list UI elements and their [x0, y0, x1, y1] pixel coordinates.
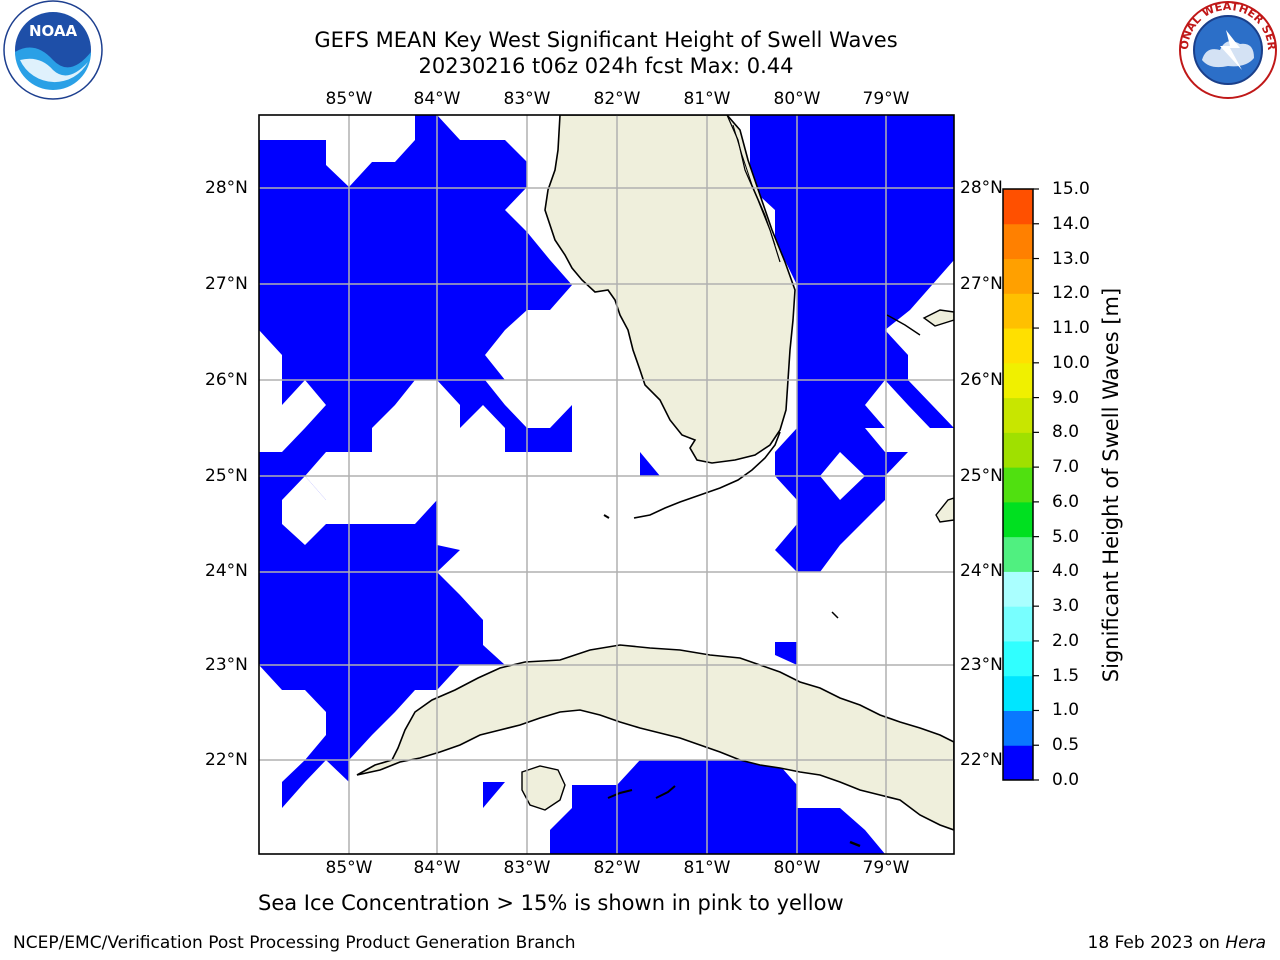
footer-date: 18 Feb 2023 on Hera [1088, 932, 1266, 954]
colorbar-band [1003, 328, 1033, 364]
colorbar-band [1003, 397, 1033, 433]
colorbar-band [1003, 189, 1033, 225]
wave-area-northeast [750, 115, 954, 572]
lat-label-left: 26°N [205, 370, 248, 390]
footer-credit: NCEP/EMC/Verification Post Processing Pr… [13, 933, 576, 953]
isle-of-youth [521, 765, 566, 811]
colorbar-band [1003, 640, 1033, 677]
wave-area-northwest [259, 115, 572, 476]
lat-label-left: 24°N [205, 561, 248, 581]
wave-area-west-central [259, 476, 505, 808]
wave-area-small-1 [640, 452, 660, 476]
lat-label-left: 27°N [205, 274, 248, 294]
lon-label-top: 84°W [413, 89, 461, 109]
lon-label-top: 80°W [773, 89, 821, 109]
bahamas-land [922, 309, 954, 327]
map-frame [258, 114, 955, 855]
map-gridlines [259, 115, 954, 854]
colorbar-tick-label: 14.0 [1052, 213, 1090, 234]
colorbar-band [1003, 467, 1033, 503]
swell-wave-areas [259, 115, 954, 854]
colorbar-band [1003, 258, 1033, 294]
colorbar-tick-label: 1.0 [1052, 700, 1080, 721]
sea-ice-note: Sea Ice Concentration > 15% is shown in … [258, 891, 844, 915]
lon-label-top: 79°W [862, 89, 910, 109]
colorbar-band [1003, 675, 1033, 711]
noaa-logo: NOAA [3, 0, 103, 100]
lon-label-top: 85°W [325, 89, 373, 109]
lat-label-right: 22°N [960, 750, 1003, 770]
colorbar-band [1003, 362, 1033, 399]
lon-label-bottom: 84°W [413, 858, 461, 878]
colorbar-tick-label: 11.0 [1052, 318, 1090, 339]
lon-label-bottom: 82°W [593, 858, 641, 878]
colorbar-band [1003, 536, 1033, 572]
colorbar-band [1003, 223, 1033, 260]
lat-label-right: 28°N [960, 178, 1003, 198]
colorbar-tick-label: 0.5 [1052, 735, 1080, 756]
nws-logo: NATIONAL WEATHER SERVICE [1176, 0, 1278, 99]
florida-keys [633, 431, 781, 519]
colorbar-band [1003, 710, 1033, 746]
colorbar-band [1003, 501, 1033, 538]
colorbar-frame [1002, 188, 1034, 781]
colorbar-tick-label: 15.0 [1052, 179, 1090, 199]
lat-label-right: 27°N [960, 274, 1003, 294]
map-subtitle: 20230216 t06z 024h fcst Max: 0.44 [418, 54, 794, 78]
colorbar-tick-label: 7.0 [1052, 457, 1080, 478]
colorbar-tick-label: 6.0 [1052, 491, 1080, 512]
colorbar-tick-label: 9.0 [1052, 387, 1080, 408]
footer-machine: Hera [1225, 933, 1266, 953]
colorbar-band [1003, 432, 1033, 468]
lat-label-left: 25°N [205, 466, 248, 486]
colorbar-band [1003, 606, 1033, 642]
lat-label-left: 28°N [205, 178, 248, 198]
colorbar-tick-label: 5.0 [1052, 526, 1080, 547]
noaa-logo-text: NOAA [29, 22, 78, 40]
colorbar-tick-label: 8.0 [1052, 422, 1080, 443]
colorbar-label: Significant Height of Swell Waves [m] [1099, 287, 1123, 683]
colorbar-band [1003, 571, 1033, 607]
colorbar-tick-label: 12.0 [1052, 283, 1090, 304]
colorbar-tick-label: 10.0 [1052, 352, 1090, 373]
wave-area-small-2 [775, 642, 797, 665]
lat-label-right: 24°N [960, 561, 1003, 581]
cuba-land [356, 644, 954, 831]
lon-label-top: 83°W [503, 89, 551, 109]
footer-date-text: 18 Feb 2023 on [1087, 933, 1226, 953]
colorbar-tick-label: 1.5 [1052, 665, 1080, 686]
lat-label-right: 23°N [960, 655, 1003, 675]
lat-label-left: 23°N [205, 655, 248, 675]
lon-label-bottom: 79°W [862, 858, 910, 878]
lat-label-left: 22°N [205, 750, 248, 770]
lon-label-bottom: 83°W [503, 858, 551, 878]
wave-area-small-4 [865, 405, 885, 428]
colorbar-band [1003, 293, 1033, 329]
colorbar [1003, 189, 1033, 781]
lon-label-top: 81°W [683, 89, 731, 109]
lat-label-right: 25°N [960, 466, 1003, 486]
map-title: GEFS MEAN Key West Significant Height of… [314, 28, 898, 52]
lat-label-right: 26°N [960, 370, 1003, 390]
colorbar-band [1003, 745, 1033, 781]
lon-label-bottom: 80°W [773, 858, 821, 878]
colorbar-tick-label: 13.0 [1052, 248, 1090, 269]
lon-label-bottom: 85°W [325, 858, 373, 878]
lon-label-top: 82°W [593, 89, 641, 109]
wave-area-small-3 [483, 782, 505, 808]
lon-label-bottom: 81°W [683, 858, 731, 878]
colorbar-tick-label: 0.0 [1052, 770, 1080, 790]
colorbar-tick-label: 4.0 [1052, 561, 1080, 582]
wave-area-south [550, 760, 885, 854]
colorbar-tick-label: 3.0 [1052, 596, 1080, 617]
florida-land [544, 115, 796, 464]
colorbar-tick-label: 2.0 [1052, 630, 1080, 651]
